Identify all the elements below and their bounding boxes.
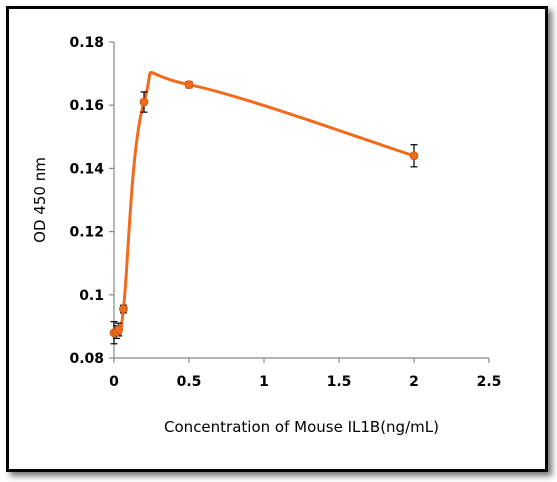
error-bars xyxy=(110,80,418,345)
chart-frame xyxy=(6,6,548,472)
x-tick-label: 0.5 xyxy=(177,374,202,390)
y-tick-label: 0.12 xyxy=(69,225,104,241)
y-tick-label: 0.16 xyxy=(69,98,104,114)
fitted-curve xyxy=(113,70,415,337)
x-tick-label: 1 xyxy=(259,374,269,390)
data-point xyxy=(119,304,128,314)
data-points xyxy=(109,80,419,338)
data-point xyxy=(184,80,194,90)
y-ticks: 0.08 0.1 0.12 0.14 0.16 0.18 xyxy=(69,35,114,367)
x-tick-label: 2.5 xyxy=(477,374,502,390)
x-axis-label: Concentration of Mouse IL1B(ng/mL) xyxy=(164,418,439,436)
x-ticks: 0 0.5 1 1.5 2 2.5 xyxy=(109,358,501,390)
y-axis-label: OD 450 nm xyxy=(31,157,49,243)
x-tick-label: 0 xyxy=(109,374,119,390)
x-tick-label: 1.5 xyxy=(327,374,352,390)
y-tick-label: 0.08 xyxy=(69,351,104,367)
y-tick-label: 0.18 xyxy=(69,35,104,51)
x-tick-label: 2 xyxy=(409,374,419,390)
y-tick-label: 0.1 xyxy=(79,288,104,304)
data-point xyxy=(409,151,419,161)
data-point xyxy=(114,325,124,334)
data-point xyxy=(139,97,149,107)
axes xyxy=(113,42,489,359)
y-tick-label: 0.14 xyxy=(69,161,104,177)
